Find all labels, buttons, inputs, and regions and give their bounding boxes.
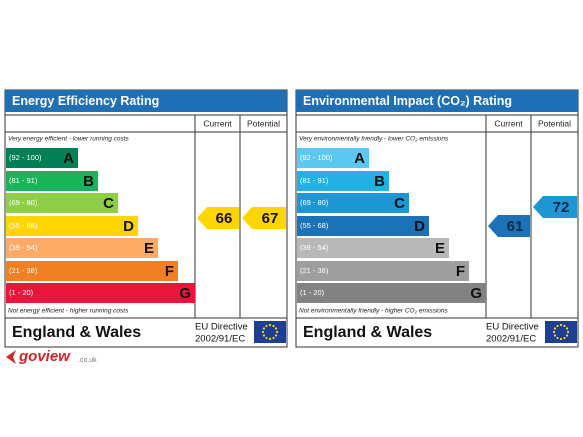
eu-star	[261, 330, 265, 334]
panel-title: Environmental Impact (CO₂) Rating	[303, 94, 512, 108]
band	[6, 283, 195, 303]
current-rating: 66	[216, 210, 233, 227]
band-letter: G	[470, 285, 482, 302]
footer-directive: 2002/91/EC	[195, 334, 245, 345]
band-letter: E	[144, 240, 154, 257]
eu-star	[275, 330, 279, 334]
current-arrow	[488, 215, 530, 237]
band	[6, 171, 98, 191]
band	[297, 148, 369, 168]
eu-star	[553, 327, 557, 330]
column-header: Potential	[538, 118, 571, 128]
eu-flag	[545, 321, 577, 343]
band	[6, 193, 118, 213]
eu-star	[272, 336, 275, 340]
band	[6, 261, 178, 281]
logo-brand: goview	[18, 348, 71, 365]
top-note: Very environmentally friendly - lower CO…	[299, 136, 449, 143]
band-range: (69 - 80)	[9, 198, 38, 207]
band-letter: C	[103, 195, 114, 212]
eu-star	[268, 337, 272, 341]
band-letter: A	[354, 150, 365, 167]
panel-title: Energy Efficiency Rating	[12, 94, 159, 108]
bottom-note: Not energy efficient - higher running co…	[8, 308, 129, 315]
band	[297, 193, 409, 213]
band-letter: F	[165, 263, 174, 280]
band-range: (55 - 68)	[9, 221, 38, 230]
logo-icon	[6, 350, 16, 364]
potential-rating: 67	[262, 210, 279, 227]
title-bar	[296, 90, 578, 112]
eu-star	[556, 324, 559, 328]
eu-star	[559, 323, 563, 327]
band-letter: B	[374, 173, 385, 190]
eu-star	[552, 330, 556, 334]
logo: goview .co.uk	[6, 348, 97, 365]
band-letter: C	[394, 195, 405, 212]
footer-directive: 2002/91/EC	[486, 334, 536, 345]
footer-region: England & Wales	[12, 324, 141, 341]
band-range: (39 - 54)	[9, 243, 38, 252]
eu-star	[272, 324, 275, 328]
band-letter: A	[63, 150, 74, 167]
bottom-note: Not environmentally friendly - higher CO…	[299, 308, 449, 315]
title-bar	[5, 90, 287, 112]
band-range: (1 - 20)	[300, 288, 325, 297]
eu-star	[274, 327, 278, 330]
footer-directive: EU Directive	[195, 322, 248, 333]
current-rating: 61	[507, 218, 524, 235]
column-header: Current	[494, 118, 523, 128]
eu-star	[565, 327, 569, 330]
band	[6, 216, 138, 236]
current-arrow	[197, 207, 239, 229]
column-header: Current	[203, 118, 232, 128]
band-range: (81 - 91)	[9, 176, 38, 185]
band-range: (21 - 38)	[9, 266, 38, 275]
eu-star	[274, 334, 278, 337]
band	[297, 261, 469, 281]
potential-rating: 72	[553, 199, 570, 216]
band-range: (92 - 100)	[300, 153, 333, 162]
eu-star	[565, 334, 569, 337]
eu-star	[563, 324, 566, 328]
band-letter: F	[456, 263, 465, 280]
band-range: (69 - 80)	[300, 198, 329, 207]
band-range: (1 - 20)	[9, 288, 34, 297]
band-letter: D	[414, 218, 425, 235]
potential-arrow	[242, 207, 286, 229]
top-note: Very energy efficient - lower running co…	[8, 136, 130, 143]
potential-arrow	[533, 196, 577, 218]
band	[297, 171, 389, 191]
band-range: (39 - 54)	[300, 243, 329, 252]
eu-star	[566, 330, 570, 334]
band	[297, 238, 449, 258]
eu-star	[553, 334, 557, 337]
eu-star	[563, 336, 566, 340]
band-letter: G	[179, 285, 191, 302]
eu-star	[262, 334, 266, 337]
band-letter: E	[435, 240, 445, 257]
footer-directive: EU Directive	[486, 322, 539, 333]
band-range: (81 - 91)	[300, 176, 329, 185]
band-range: (21 - 38)	[300, 266, 329, 275]
column-header: Potential	[247, 118, 280, 128]
footer-region: England & Wales	[303, 324, 432, 341]
eu-star	[556, 336, 559, 340]
band	[297, 216, 429, 236]
band-range: (92 - 100)	[9, 153, 42, 162]
band-letter: D	[123, 218, 134, 235]
eu-star	[262, 327, 266, 330]
eu-flag	[254, 321, 286, 343]
eu-star	[268, 323, 272, 327]
eu-star	[265, 324, 268, 328]
band	[6, 238, 158, 258]
band	[297, 283, 486, 303]
eu-star	[265, 336, 268, 340]
band-range: (55 - 68)	[300, 221, 329, 230]
eu-star	[559, 337, 563, 341]
logo-domain: .co.uk	[78, 357, 97, 364]
band	[6, 148, 78, 168]
band-letter: B	[83, 173, 94, 190]
